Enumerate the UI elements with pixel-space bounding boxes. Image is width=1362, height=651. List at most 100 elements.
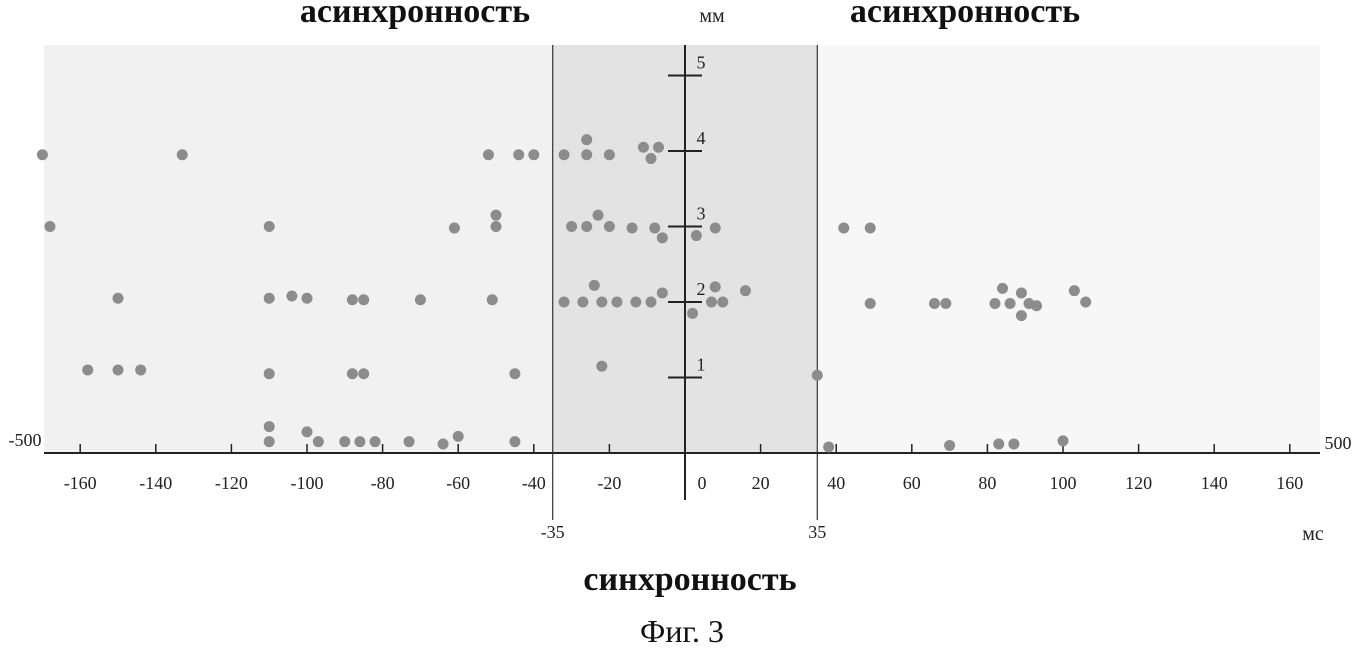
axes	[44, 45, 1320, 520]
data-point	[112, 364, 124, 376]
data-point	[630, 296, 642, 308]
y-tick-label: 4	[697, 128, 706, 148]
x-tick-label: 100	[1050, 473, 1077, 493]
data-point	[558, 296, 570, 308]
synchrony-label: синхронность	[583, 561, 796, 598]
data-point	[437, 438, 449, 450]
data-point	[656, 232, 668, 244]
data-point	[592, 209, 604, 221]
data-point	[603, 149, 615, 161]
x-tick-label: -100	[291, 473, 324, 493]
data-point	[690, 230, 702, 242]
data-point	[513, 149, 525, 161]
right-edge-label: 500	[1325, 433, 1352, 453]
y-axis-ticks: 1 2 3 4 5	[668, 53, 706, 379]
data-point	[339, 436, 351, 448]
data-point	[358, 294, 370, 306]
data-point	[811, 369, 823, 381]
right-bound-label: 35	[808, 522, 826, 542]
data-point	[369, 436, 381, 448]
data-point	[944, 439, 956, 451]
data-point	[596, 296, 608, 308]
x-tick-label: 0	[698, 473, 707, 493]
data-point	[687, 307, 699, 319]
x-tick-label: -20	[597, 473, 621, 493]
data-point	[717, 296, 729, 308]
figure-caption: Фиг. 3	[640, 613, 724, 649]
data-point	[135, 364, 147, 376]
data-point	[1008, 438, 1020, 450]
data-point	[637, 141, 649, 153]
data-point	[36, 149, 48, 161]
x-tick-label: 60	[903, 473, 921, 493]
data-point	[1004, 298, 1016, 310]
y-axis-unit-label: мм	[699, 5, 725, 27]
left-asynchrony-zone	[44, 45, 553, 453]
x-axis-unit-label: мс	[1302, 523, 1324, 545]
right-asynchrony-zone	[817, 45, 1320, 453]
left-bound-label: -35	[541, 522, 565, 542]
data-point	[603, 221, 615, 232]
data-point	[1015, 287, 1027, 299]
data-point	[1015, 310, 1027, 322]
data-point	[263, 292, 275, 304]
data-point	[176, 149, 188, 161]
data-point	[645, 296, 657, 308]
data-point	[566, 221, 578, 232]
data-point	[286, 290, 298, 302]
x-tick-label: 160	[1276, 473, 1303, 493]
x-tick-label: 40	[827, 473, 845, 493]
data-point	[581, 221, 593, 232]
data-point	[581, 149, 593, 161]
data-point	[739, 285, 751, 297]
data-point	[44, 221, 56, 232]
data-point	[864, 222, 876, 234]
x-tick-label: -80	[371, 473, 395, 493]
data-point	[354, 436, 366, 448]
x-tick-label: -120	[215, 473, 248, 493]
right-asynchrony-label: асинхронность	[850, 0, 1080, 30]
data-point	[709, 222, 721, 234]
x-tick-label: 80	[978, 473, 996, 493]
data-point	[263, 436, 275, 448]
x-tick-label: -40	[522, 473, 546, 493]
data-point	[301, 292, 313, 304]
data-point	[263, 421, 275, 433]
data-point	[414, 294, 426, 306]
y-tick-label: 3	[697, 204, 706, 224]
data-point	[1068, 285, 1080, 297]
data-point	[838, 222, 850, 234]
y-tick-label: 5	[697, 53, 706, 73]
data-point	[653, 141, 665, 153]
data-point	[452, 430, 464, 442]
data-point	[997, 282, 1009, 294]
x-tick-label: -60	[446, 473, 470, 493]
data-point	[482, 149, 494, 161]
x-tick-label: 120	[1125, 473, 1152, 493]
data-point	[448, 222, 460, 234]
data-point	[490, 209, 502, 221]
left-asynchrony-label: асинхронность	[300, 0, 530, 30]
data-point	[558, 149, 570, 161]
data-point	[823, 441, 835, 453]
data-point	[626, 222, 638, 234]
data-point	[709, 281, 721, 293]
data-point	[928, 298, 940, 310]
data-point	[82, 364, 94, 376]
data-point	[705, 296, 717, 308]
data-point	[490, 221, 502, 232]
data-point	[577, 296, 589, 308]
data-point	[645, 153, 657, 165]
data-point	[509, 436, 521, 448]
y-tick-label: 1	[697, 355, 706, 375]
data-point	[1080, 296, 1092, 308]
data-point	[940, 298, 952, 310]
data-point	[649, 222, 661, 234]
data-point	[263, 368, 275, 380]
data-point	[989, 298, 1001, 310]
background-zones	[44, 45, 1320, 453]
data-point	[1057, 435, 1069, 447]
y-tick-label: 2	[697, 279, 706, 299]
x-tick-label: 140	[1201, 473, 1228, 493]
